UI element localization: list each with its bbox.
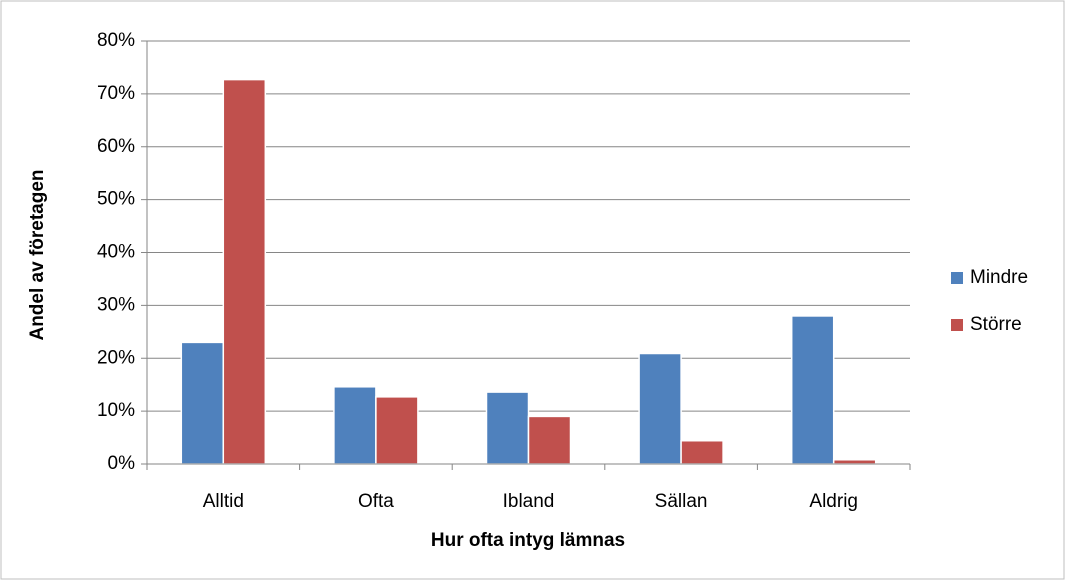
x-tick-label: Ofta <box>358 491 394 512</box>
x-tick-label: Aldrig <box>809 491 858 512</box>
x-axis-title: Hur ofta intyg lämnas <box>431 530 625 551</box>
bar <box>333 386 377 465</box>
bar <box>180 341 225 465</box>
y-tick-label: 10% <box>97 400 135 421</box>
bar <box>680 439 724 465</box>
bar <box>638 352 682 465</box>
legend-label: Mindre <box>970 267 1028 288</box>
y-tick-label: 60% <box>97 136 135 157</box>
y-tick-label: 50% <box>97 189 135 210</box>
y-tick-label: 70% <box>97 83 135 104</box>
bar <box>790 315 835 465</box>
y-tick-label: 0% <box>108 453 136 474</box>
bar <box>375 396 419 465</box>
y-axis-title: Andel av företagen <box>27 169 48 340</box>
x-tick-label: Ibland <box>503 491 555 512</box>
y-tick-label: 20% <box>97 347 135 368</box>
legend-label: Större <box>970 314 1022 335</box>
bar <box>222 78 267 465</box>
y-tick-label: 40% <box>97 242 135 263</box>
y-tick-label: 30% <box>97 294 135 315</box>
y-tick-label: 80% <box>97 30 135 51</box>
legend-swatch <box>951 272 963 284</box>
x-tick-label: Alltid <box>203 491 244 512</box>
bar <box>527 415 572 465</box>
bar <box>485 391 530 465</box>
legend-swatch <box>951 319 963 331</box>
bar <box>832 459 877 465</box>
x-tick-label: Sällan <box>655 491 708 512</box>
